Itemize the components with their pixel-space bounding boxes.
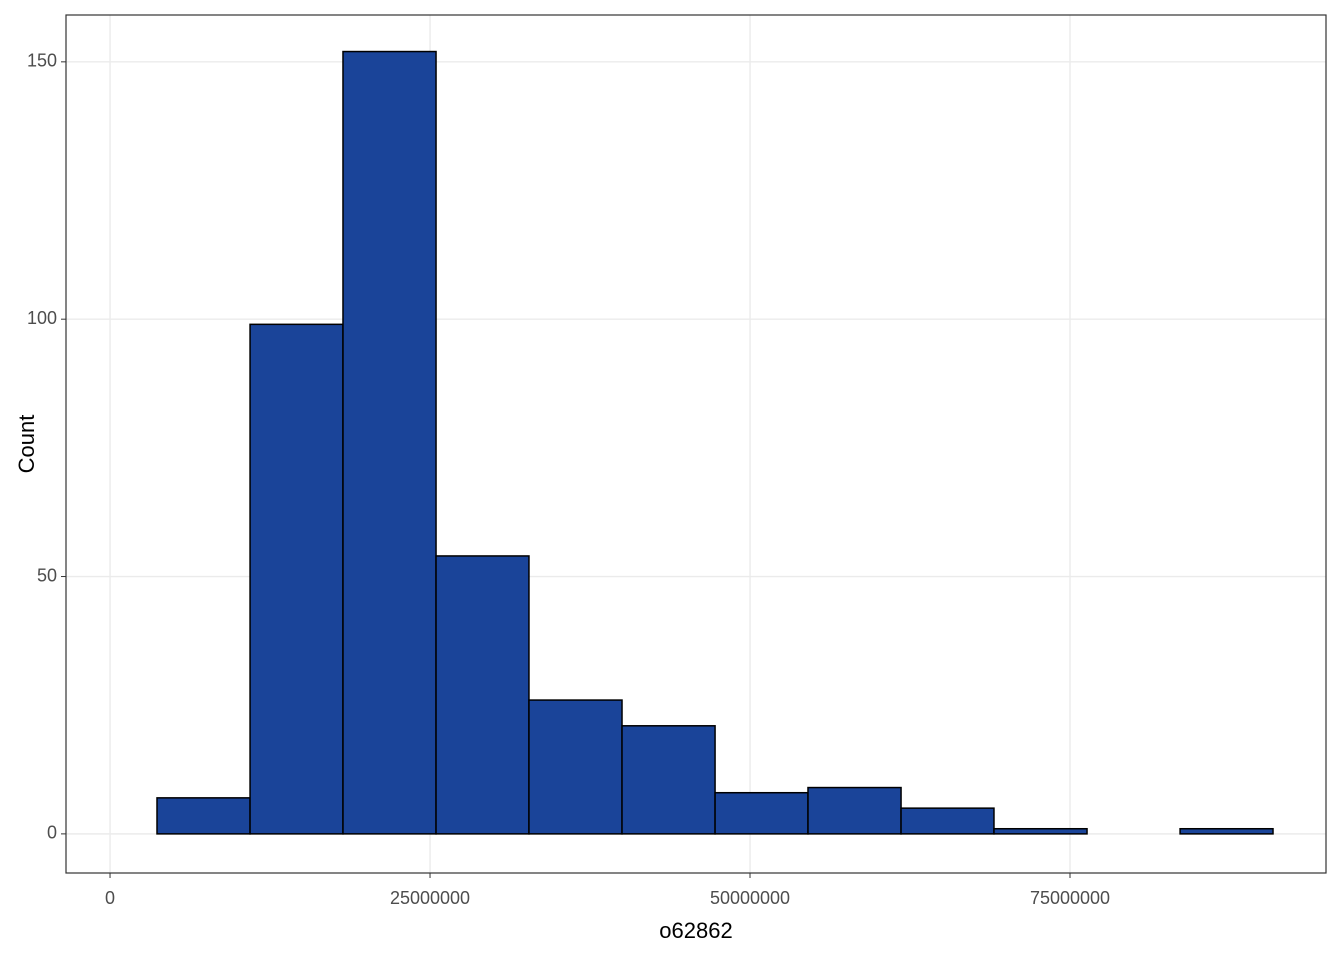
x-tick-label: 50000000: [710, 888, 790, 908]
bar: [435, 555, 530, 835]
y-tick-label: 100: [27, 308, 57, 328]
x-axis-title: o62862: [659, 918, 732, 943]
bar: [1179, 827, 1274, 835]
bar: [528, 699, 623, 835]
x-tick-label: 75000000: [1030, 888, 1110, 908]
bar: [342, 50, 437, 835]
x-tick-label: 0: [105, 888, 115, 908]
bar: [249, 323, 344, 835]
y-axis-title: Count: [14, 415, 39, 474]
bar: [714, 791, 809, 835]
bar: [900, 807, 995, 835]
y-tick-label: 50: [37, 565, 57, 585]
x-tick-label: 25000000: [390, 888, 470, 908]
y-tick-label: 150: [27, 51, 57, 71]
bar: [807, 786, 902, 835]
bar: [621, 725, 716, 835]
bar: [156, 797, 251, 835]
panel-border: [65, 14, 1327, 874]
bar: [993, 827, 1088, 835]
y-tick-label: 0: [47, 823, 57, 843]
